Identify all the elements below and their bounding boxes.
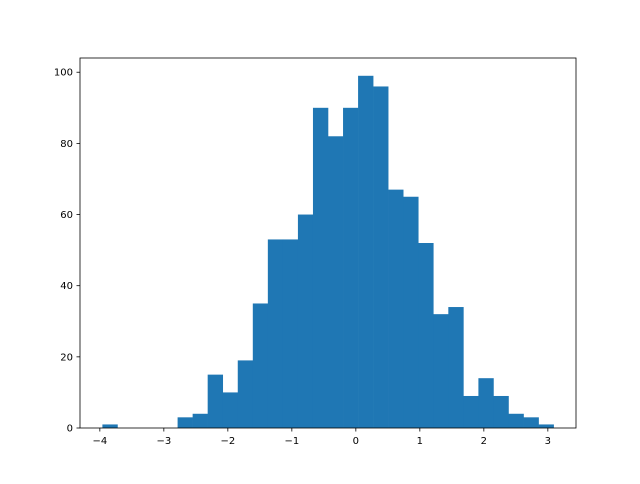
- x-tick-label: 2: [481, 436, 487, 447]
- axes-frame: [79, 57, 577, 429]
- y-axis: 0 20 40 60 80 100: [54, 68, 80, 435]
- y-tick-label: 20: [60, 352, 73, 363]
- histogram-bar: [237, 360, 254, 428]
- histogram-bar: [403, 196, 419, 428]
- y-tick-label: 80: [60, 139, 73, 150]
- histogram-bar: [463, 395, 479, 428]
- histogram-bar: [252, 303, 269, 428]
- histogram-bar: [207, 374, 224, 428]
- x-axis: −4 −3 −2 −1 0 1 2 3: [92, 428, 551, 447]
- y-tick-label: 100: [54, 68, 73, 79]
- histogram-bar: [433, 314, 449, 428]
- histogram-bar: [312, 107, 329, 429]
- x-tick-label: −3: [156, 436, 171, 447]
- x-tick-label: −2: [220, 436, 235, 447]
- histogram-bar: [508, 413, 524, 428]
- histogram-bar: [418, 243, 434, 428]
- x-tick-label: 0: [353, 436, 359, 447]
- histogram-bar: [222, 392, 239, 428]
- histogram-bar: [388, 189, 404, 428]
- histogram-bar: [177, 417, 193, 428]
- histogram-bar: [493, 395, 509, 428]
- histogram-bar: [448, 307, 464, 428]
- histogram-bar: [373, 86, 389, 428]
- histogram-bar: [343, 107, 359, 429]
- histogram-bar: [328, 136, 344, 428]
- histogram-bar: [192, 413, 208, 428]
- y-tick-label: 40: [60, 281, 73, 292]
- y-tick-label: 60: [60, 210, 73, 221]
- bars-group: [102, 75, 554, 429]
- histogram-bar: [523, 417, 539, 428]
- histogram-bar: [267, 239, 284, 428]
- histogram-bar: [358, 75, 374, 429]
- x-tick-label: −4: [92, 436, 107, 447]
- x-tick-label: −1: [284, 436, 299, 447]
- x-tick-label: 3: [545, 436, 551, 447]
- histogram-bar: [102, 424, 118, 428]
- histogram-bar: [297, 214, 314, 428]
- histogram-bar: [538, 424, 554, 428]
- histogram-bar: [282, 239, 299, 428]
- y-tick-label: 0: [67, 424, 73, 435]
- x-tick-label: 1: [417, 436, 423, 447]
- histogram-bar: [478, 378, 494, 428]
